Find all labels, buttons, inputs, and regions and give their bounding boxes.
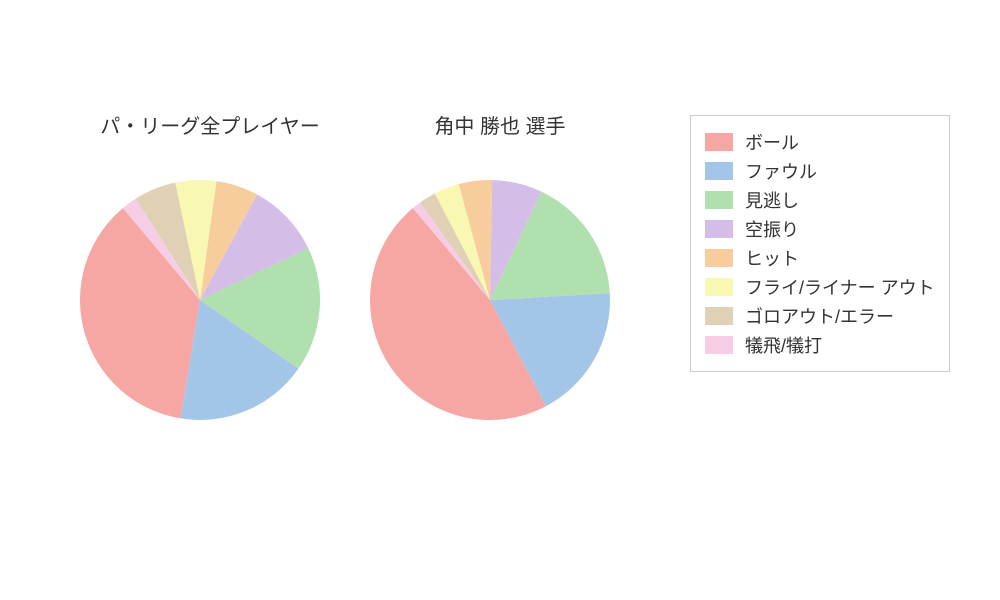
pie-title: 角中 勝也 選手 <box>370 110 630 139</box>
legend-item: フライ/ライナー アウト <box>705 274 935 300</box>
legend-swatch <box>705 191 733 209</box>
legend-item: ゴロアウト/エラー <box>705 303 935 329</box>
legend-swatch <box>705 220 733 238</box>
legend-label: ゴロアウト/エラー <box>745 303 894 329</box>
legend-swatch <box>705 133 733 151</box>
legend-item: 犠飛/犠打 <box>705 332 935 358</box>
pie-title: パ・リーグ全プレイヤー <box>80 110 340 139</box>
legend-label: 空振り <box>745 216 799 242</box>
legend: ボールファウル見逃し空振りヒットフライ/ライナー アウトゴロアウト/エラー犠飛/… <box>690 115 950 372</box>
legend-swatch <box>705 162 733 180</box>
legend-label: 見逃し <box>745 187 799 213</box>
legend-label: ファウル <box>745 158 817 184</box>
chart-container: { "background_color": "#ffffff", "font_f… <box>0 0 1000 600</box>
legend-label: ヒット <box>745 245 799 271</box>
legend-item: ボール <box>705 129 935 155</box>
legend-swatch <box>705 336 733 354</box>
legend-item: ファウル <box>705 158 935 184</box>
legend-label: フライ/ライナー アウト <box>745 274 935 300</box>
legend-swatch <box>705 278 733 296</box>
legend-item: 空振り <box>705 216 935 242</box>
legend-item: ヒット <box>705 245 935 271</box>
legend-swatch <box>705 249 733 267</box>
legend-swatch <box>705 307 733 325</box>
pie-chart <box>365 175 615 425</box>
legend-label: ボール <box>745 129 799 155</box>
legend-label: 犠飛/犠打 <box>745 332 822 358</box>
legend-item: 見逃し <box>705 187 935 213</box>
pie-chart <box>75 175 325 425</box>
